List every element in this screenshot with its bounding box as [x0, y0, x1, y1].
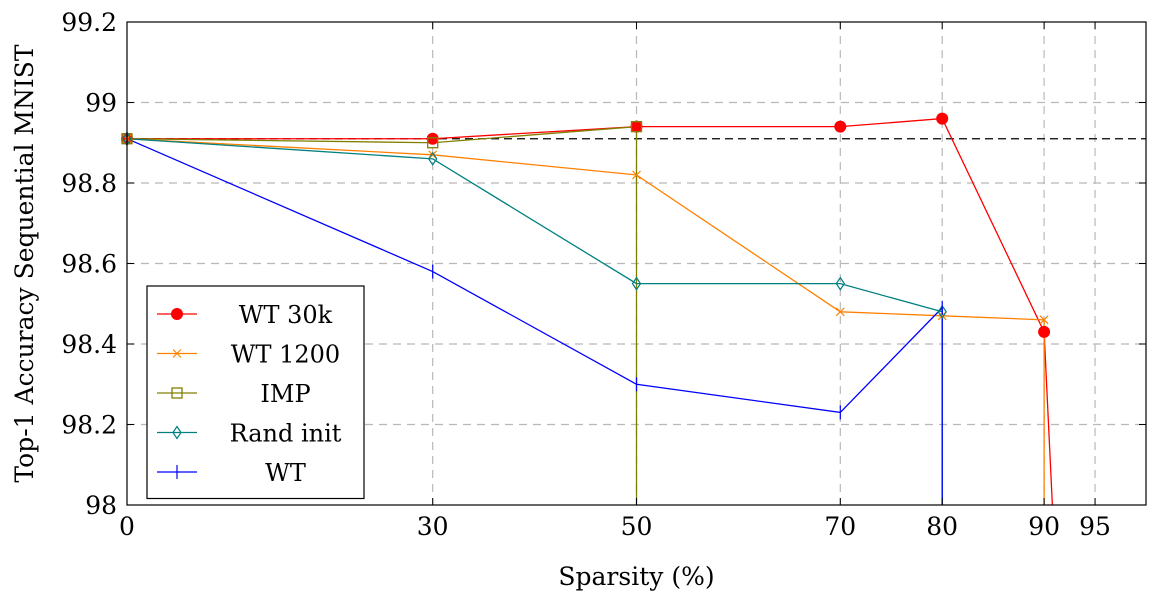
x-tick-label: 80 — [926, 512, 958, 541]
y-tick-label: 99 — [85, 89, 117, 118]
point-rand-init — [937, 304, 947, 319]
y-tick-label: 99.2 — [61, 8, 117, 37]
point-wt-30k — [1038, 325, 1051, 338]
point-wt-30k — [426, 132, 439, 145]
legend-label-wt-1200: WT 1200 — [231, 341, 340, 369]
point-rand-init — [835, 276, 846, 291]
x-tick-label: 70 — [824, 512, 856, 541]
legend-marker-rand-init — [172, 425, 182, 440]
legend: WT 30k WT 1200 IMP Rand init WT — [146, 285, 365, 500]
point-rand-init — [427, 151, 438, 166]
tick-labels: 0 30 50 70 80 90 95 98 98.2 98.4 98.6 98.8 99 99.2 — [61, 8, 1146, 541]
legend-marker-wt-30k — [171, 308, 183, 320]
x-axis-title: Sparsity (%) — [558, 562, 714, 591]
x-tick-label: 50 — [621, 512, 653, 541]
legend-marker-wt-1200 — [172, 349, 182, 358]
x-tick-label: 30 — [417, 512, 449, 541]
legend-box — [146, 285, 365, 500]
legend-marker-imp — [171, 387, 183, 399]
y-tick-label: 98.2 — [61, 411, 117, 440]
legend-label-rand-init: Rand init — [230, 420, 342, 448]
legend-label-wt-30k: WT 30k — [239, 301, 333, 329]
point-wt-1200 — [1039, 315, 1049, 325]
x-tick-label: 0 — [119, 512, 135, 541]
y-tick-label: 98 — [85, 491, 117, 520]
y-tick-label: 98.4 — [61, 330, 117, 359]
point-imp — [427, 137, 439, 149]
y-tick-label: 98.8 — [61, 169, 117, 198]
point-wt-30k — [936, 112, 949, 125]
point-wt-30k — [630, 120, 643, 133]
legend-label-imp: IMP — [260, 380, 310, 408]
point-rand-init — [631, 276, 642, 291]
x-tick-label: 95 — [1079, 512, 1111, 541]
series-line-imp — [127, 125, 638, 505]
y-axis-title: Top-1 Accuracy Sequential MNIST — [10, 44, 39, 482]
x-tick-label: 90 — [1028, 512, 1060, 541]
legend-label-wt: WT — [265, 459, 306, 487]
point-wt-30k — [834, 120, 847, 133]
y-tick-label: 98.6 — [61, 250, 117, 279]
series-line-wt — [127, 138, 943, 505]
point-wt-1200 — [835, 307, 845, 317]
point-imp — [630, 121, 643, 133]
point-wt-1200 — [632, 170, 641, 180]
